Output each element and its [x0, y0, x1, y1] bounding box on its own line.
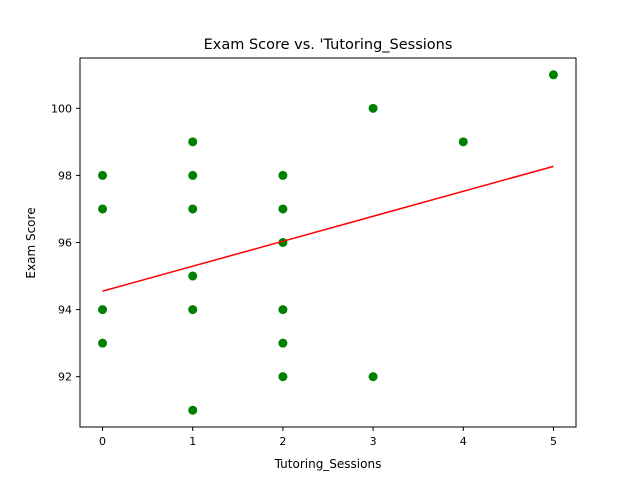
x-tick-label: 0	[99, 435, 106, 448]
axes-frame	[79, 57, 577, 428]
y-tick-label: 96	[58, 237, 72, 250]
data-point	[98, 204, 108, 214]
data-point	[98, 338, 108, 348]
y-tick-label: 94	[58, 304, 72, 317]
data-point	[278, 204, 288, 214]
chart-title: Exam Score vs. 'Tutoring_Sessions	[204, 37, 453, 53]
trend-line	[102, 165, 554, 292]
y-tick-label: 100	[51, 102, 72, 115]
data-point	[278, 170, 288, 180]
data-point	[188, 170, 198, 180]
plot-area	[98, 70, 558, 415]
data-point	[188, 305, 198, 315]
x-tick-label: 5	[550, 435, 557, 448]
data-point	[278, 305, 288, 315]
x-tick-label: 4	[460, 435, 467, 448]
data-point	[188, 204, 198, 214]
y-axis-label: Exam Score	[24, 207, 38, 278]
data-point	[278, 372, 288, 382]
axes: 0 1 2 3 4 5 92 94 96 98 100	[51, 57, 577, 448]
x-tick-label: 3	[370, 435, 377, 448]
data-point	[368, 372, 378, 382]
data-point	[458, 137, 468, 147]
x-tick-label: 2	[279, 435, 286, 448]
data-point	[188, 405, 198, 415]
y-tick-label: 98	[58, 169, 72, 182]
data-point	[188, 137, 198, 147]
x-tick-label: 1	[189, 435, 196, 448]
data-point	[98, 305, 108, 315]
x-axis-label: Tutoring_Sessions	[274, 457, 382, 471]
y-tick-label: 92	[58, 371, 72, 384]
data-point	[548, 70, 558, 80]
data-point	[98, 170, 108, 180]
data-point	[368, 103, 378, 113]
data-point	[188, 271, 198, 281]
data-point	[278, 338, 288, 348]
